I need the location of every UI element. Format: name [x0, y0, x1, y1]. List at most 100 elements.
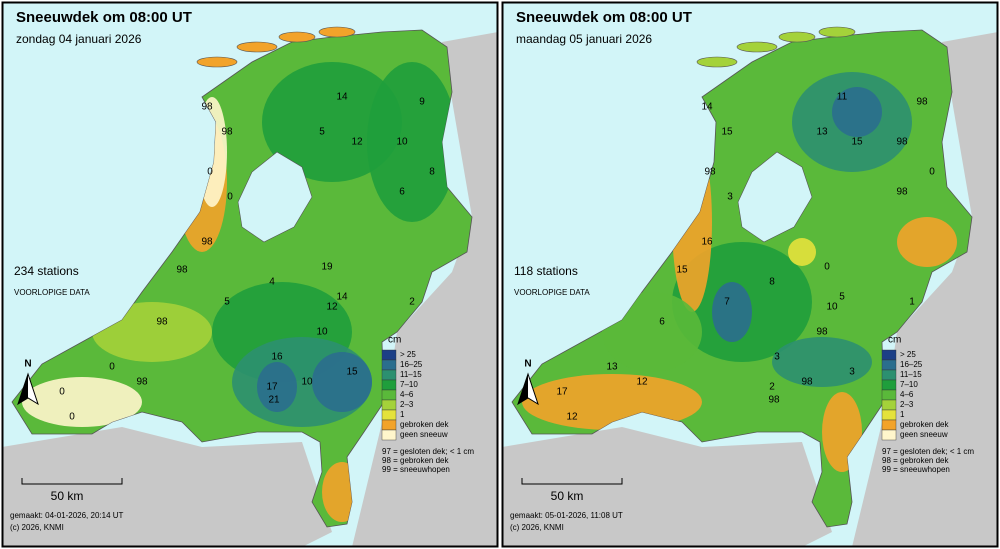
station-value: 11 [837, 92, 848, 103]
station-value: 12 [636, 377, 648, 388]
station-value: 0 [69, 412, 75, 423]
legend-swatch [381, 359, 397, 371]
legend-code: 98 = gebroken dek [882, 456, 949, 465]
scale-label: 50 km [551, 489, 584, 503]
ijsselmeer [737, 151, 813, 243]
legend-code: 99 = sneeuwhopen [382, 465, 450, 474]
station-value: 17 [556, 387, 568, 398]
ijsselmeer [237, 151, 313, 243]
legend-label: gebroken dek [400, 420, 449, 429]
north-arrow-half [518, 374, 528, 404]
legend-swatch [381, 379, 397, 391]
station-value: 14 [336, 292, 348, 303]
station-value: 12 [326, 302, 338, 313]
legend-label: 7–10 [900, 380, 918, 389]
neighbour-land [502, 427, 832, 547]
frame [501, 1, 999, 548]
neighbour-land [2, 427, 332, 547]
scale-label: 50 km [51, 489, 84, 503]
station-value: 12 [566, 412, 578, 423]
title: Sneeuwdek om 08:00 UT [516, 9, 692, 26]
station-value: 0 [207, 167, 213, 178]
legend-label: geen sneeuw [400, 430, 448, 439]
legend-label: 11–15 [400, 370, 422, 379]
station-value: 15 [346, 367, 358, 378]
station-value: 19 [321, 262, 333, 273]
made: gemaakt: 04-01-2026, 20:14 UT [10, 511, 124, 520]
snow-field [312, 352, 372, 412]
legend-swatch [381, 349, 397, 361]
station-value: 15 [676, 265, 688, 276]
legend-swatch [381, 429, 397, 441]
station-value: 15 [721, 127, 733, 138]
station-count: 234 stations [14, 264, 79, 278]
legend-swatch [881, 369, 897, 381]
station-value: 6 [399, 187, 405, 198]
legend-swatch [381, 409, 397, 421]
island [278, 31, 316, 43]
legend-label: 7–10 [400, 380, 418, 389]
snow-field [257, 362, 297, 412]
legend-swatch [881, 419, 897, 431]
legend-swatch [381, 399, 397, 411]
provisional-note: VOORLOPIGE DATA [514, 288, 590, 297]
station-value: 6 [659, 317, 665, 328]
station-value: 0 [227, 192, 233, 203]
legend-swatch [881, 349, 897, 361]
station-value: 98 [768, 395, 780, 406]
legend-label: 1 [900, 410, 905, 419]
island [196, 56, 238, 68]
legend-unit: cm [888, 335, 901, 346]
station-value: 13 [816, 127, 828, 138]
legend-label: 4–6 [400, 390, 414, 399]
copyright: (c) 2026, KNMI [510, 523, 564, 532]
legend-swatch [881, 379, 897, 391]
legend-label: 16–25 [400, 360, 423, 369]
legend-swatch [381, 369, 397, 381]
legend-code: 97 = gesloten dek; < 1 cm [882, 447, 974, 456]
frame [1, 1, 499, 548]
snow-field [22, 377, 142, 427]
snow-field [788, 238, 816, 266]
station-value: 14 [336, 92, 348, 103]
legend-label: 11–15 [900, 370, 922, 379]
snow-field [897, 217, 957, 267]
station-value: 16 [271, 352, 283, 363]
station-value: 98 [816, 327, 828, 338]
snow-field [832, 87, 882, 137]
station-value: 2 [409, 297, 415, 308]
date: zondag 04 januari 2026 [16, 32, 142, 46]
legend-label: > 25 [900, 350, 916, 359]
legend-label: 2–3 [400, 400, 414, 409]
scale-bar [21, 478, 123, 485]
station-value: 16 [701, 237, 713, 248]
station-value: 98 [156, 317, 168, 328]
station-value: 0 [59, 387, 65, 398]
snow-field [712, 282, 752, 342]
legend-label: geen sneeuw [900, 430, 948, 439]
north-label: N [24, 359, 31, 370]
legend-code: 99 = sneeuwhopen [882, 465, 950, 474]
scale-bar [521, 478, 623, 485]
island [778, 31, 816, 43]
legend-swatch [881, 429, 897, 441]
station-value: 8 [769, 277, 775, 288]
station-value: 8 [429, 167, 435, 178]
station-value: 98 [896, 137, 908, 148]
station-value: 5 [224, 297, 230, 308]
legend-label: 16–25 [900, 360, 923, 369]
legend-swatch [881, 409, 897, 421]
station-value: 98 [201, 237, 213, 248]
title: Sneeuwdek om 08:00 UT [16, 9, 192, 26]
island [696, 56, 738, 68]
legend-label: 4–6 [900, 390, 914, 399]
legend-label: > 25 [400, 350, 416, 359]
made: gemaakt: 05-01-2026, 11:08 UT [510, 511, 623, 520]
north-arrow-half [18, 374, 28, 404]
station-value: 10 [826, 302, 838, 313]
station-value: 98 [136, 377, 148, 388]
